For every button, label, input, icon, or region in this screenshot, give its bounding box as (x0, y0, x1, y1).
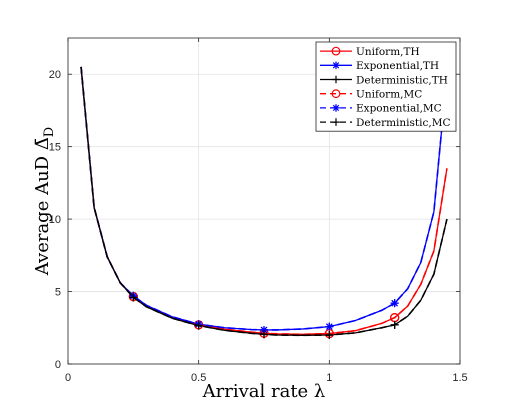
y-axis-label-subscript: D (42, 127, 57, 137)
x-tick-label: 0.5 (191, 372, 206, 384)
legend-label: Uniform,TH (356, 46, 420, 58)
data-point-deterministic-mc (129, 293, 138, 302)
data-point-deterministic-mc (390, 320, 399, 329)
data-point-deterministic-mc (194, 321, 203, 330)
legend-marker (332, 75, 340, 84)
legend-item-exponential-th: Exponential,TH (320, 60, 439, 72)
legend-item-deterministic-th: Deterministic,TH (320, 74, 448, 86)
data-point-deterministic-mc (260, 330, 268, 339)
series-group (80, 66, 448, 340)
legend: Uniform,TH Exponential,TH Deterministic,TH… (315, 41, 457, 132)
y-axis-label: Average AuD Δ̄D (32, 127, 57, 277)
y-axis-label-main: Average AuD Δ̄ (32, 137, 53, 276)
axis-ticks: 0 0.5 1 1.5 0 5 10 15 20 (49, 38, 468, 384)
series-deterministic-mc (80, 66, 448, 340)
y-tick-label: 10 (49, 214, 61, 226)
data-point-exponential-mc (260, 325, 268, 334)
y-tick-label: 15 (49, 142, 61, 154)
legend-marker (331, 46, 341, 56)
x-tick-label: 0 (65, 372, 71, 384)
legend-item-exponential-mc: Exponential,MC (320, 103, 442, 115)
legend-item-uniform-mc: Uniform,MC (320, 89, 422, 101)
svg-text:Average AuD Δ̄D: Average AuD Δ̄D (32, 127, 57, 277)
plot-frame (67, 37, 461, 365)
legend-marker (332, 118, 340, 126)
legend-label: Deterministic,MC (356, 117, 451, 129)
x-tick-label: 1.5 (452, 372, 467, 384)
data-point-exponential-mc (325, 322, 334, 331)
legend-label: Deterministic,TH (356, 74, 448, 86)
legend-label: Exponential,MC (356, 103, 442, 115)
legend-item-deterministic-mc: Deterministic,MC (320, 117, 451, 129)
y-tick-label: 20 (49, 69, 61, 81)
y-tick-label: 0 (55, 359, 61, 371)
legend-marker (332, 104, 340, 112)
legend-label: Exponential,TH (356, 60, 439, 72)
legend-marker (331, 89, 341, 99)
data-point-exponential-mc (390, 299, 399, 308)
data-point-deterministic-mc (325, 331, 334, 340)
y-tick-label: 5 (55, 287, 61, 299)
legend-box (315, 41, 457, 132)
legend-label: Uniform,MC (356, 89, 422, 101)
legend-item-uniform-th: Uniform,TH (320, 46, 420, 58)
x-tick-label: 1 (326, 372, 332, 384)
x-axis-label: Arrival rate λ (202, 381, 326, 402)
legend-marker (332, 61, 340, 70)
